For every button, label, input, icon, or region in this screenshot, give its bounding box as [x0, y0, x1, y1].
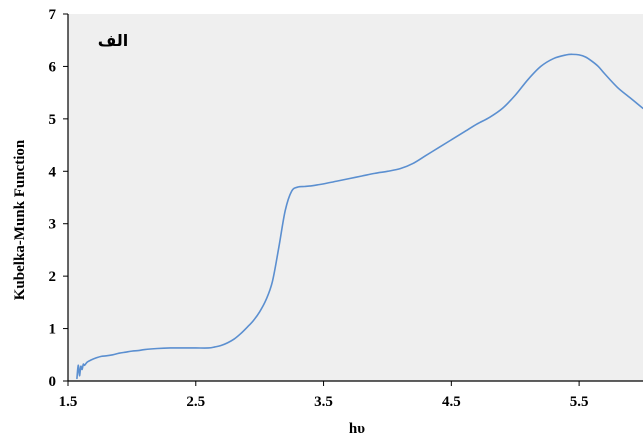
x-tick-label: 2.5 — [186, 394, 205, 410]
x-axis-title: hυ — [349, 421, 365, 437]
panel-label: الف — [98, 31, 129, 50]
y-tick-label: 2 — [49, 269, 57, 285]
y-axis-title: Kubelka-Munk Function — [12, 139, 28, 300]
y-tick-label: 5 — [49, 112, 57, 128]
x-tick-label: 1.5 — [59, 394, 78, 410]
y-tick-label: 4 — [49, 164, 57, 180]
y-tick-label: 3 — [49, 217, 57, 233]
y-tick-label: 7 — [49, 7, 57, 23]
x-tick-label: 4.5 — [442, 394, 461, 410]
y-tick-label: 6 — [49, 59, 57, 75]
axis-tick-labels: 0 1 2 3 4 5 6 7 1.5 2.5 3.5 4.5 5.5 — [49, 7, 589, 410]
y-tick-label: 1 — [49, 322, 57, 338]
x-tick-label: 3.5 — [314, 394, 333, 410]
axis-ticks — [63, 13, 580, 386]
series-line — [76, 53, 643, 380]
plot-area — [68, 14, 643, 381]
x-tick-label: 5.5 — [570, 394, 589, 410]
y-tick-label: 0 — [49, 374, 57, 390]
